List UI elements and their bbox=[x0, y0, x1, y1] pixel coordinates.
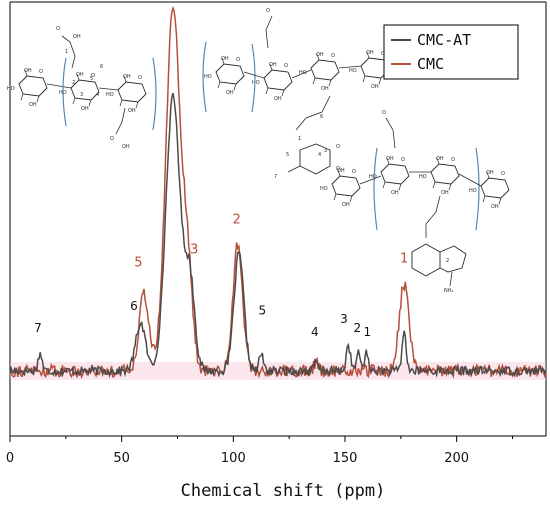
svg-text:NH₂: NH₂ bbox=[444, 288, 454, 294]
peak-annotations: 435216543217 bbox=[34, 212, 408, 339]
structure-label: 3 bbox=[324, 148, 327, 154]
peak-label: 5 bbox=[259, 303, 267, 317]
peak-label: 3 bbox=[190, 243, 198, 258]
x-axis-ticks: 0 50 100 150 200 bbox=[6, 436, 513, 466]
legend-box bbox=[383, 24, 519, 80]
series-line-cmc-at bbox=[9, 92, 547, 378]
svg-text:OH: OH bbox=[73, 34, 81, 40]
peak-label: 2 bbox=[233, 212, 241, 227]
peak-label: 1 bbox=[400, 251, 408, 266]
svg-text:O: O bbox=[336, 144, 340, 150]
structure-label: 5 bbox=[286, 152, 289, 158]
x-tick-label: 0 bbox=[6, 451, 14, 466]
peak-label: 3 bbox=[340, 312, 348, 326]
peak-label: 6 bbox=[130, 299, 138, 313]
structure-label: 1 bbox=[298, 136, 301, 142]
x-axis-title: Chemical shift (ppm) bbox=[181, 481, 386, 501]
structure-label: 7 bbox=[274, 174, 277, 180]
structure-label: 2 bbox=[72, 80, 75, 86]
legend-label-cmc-at: CMC-AT bbox=[417, 31, 471, 49]
svg-text:O: O bbox=[56, 26, 60, 32]
x-tick-label: 200 bbox=[444, 451, 469, 466]
x-tick-label: 150 bbox=[333, 451, 358, 466]
peak-label: 7 bbox=[34, 321, 42, 335]
structure-label: 6 bbox=[100, 64, 103, 70]
peak-label: 5 bbox=[134, 256, 142, 271]
structure-label: 5 bbox=[90, 76, 93, 82]
x-tick-label: 50 bbox=[113, 451, 130, 466]
peak-label: 4 bbox=[311, 325, 319, 339]
structure-label: 1 bbox=[65, 49, 68, 55]
svg-text:OH: OH bbox=[122, 144, 130, 150]
legend: CMC-AT CMC bbox=[383, 24, 519, 80]
series-line-cmc bbox=[9, 5, 547, 380]
svg-text:O: O bbox=[266, 8, 270, 14]
structure-label: 3 bbox=[80, 92, 83, 98]
x-tick-label: 100 bbox=[221, 451, 246, 466]
structure-label: 6 bbox=[320, 114, 323, 120]
structure-label: 4 bbox=[96, 92, 99, 98]
structure-label: 4 bbox=[318, 152, 321, 158]
peak-label: 2 bbox=[353, 321, 361, 335]
svg-text:O: O bbox=[110, 136, 114, 142]
spectrum-lines bbox=[9, 5, 547, 380]
svg-text:O: O bbox=[382, 110, 386, 116]
peak-label: 1 bbox=[364, 325, 372, 339]
legend-label-cmc: CMC bbox=[417, 55, 444, 73]
structure-cmc: 1 2 3 4 5 6 O OH O OH bbox=[6, 26, 157, 150]
structure-cmc-at: O 6 1 4 3 5 7 O O O 2 NH₂ bbox=[202, 8, 510, 294]
structure-label: 2 bbox=[446, 258, 449, 264]
